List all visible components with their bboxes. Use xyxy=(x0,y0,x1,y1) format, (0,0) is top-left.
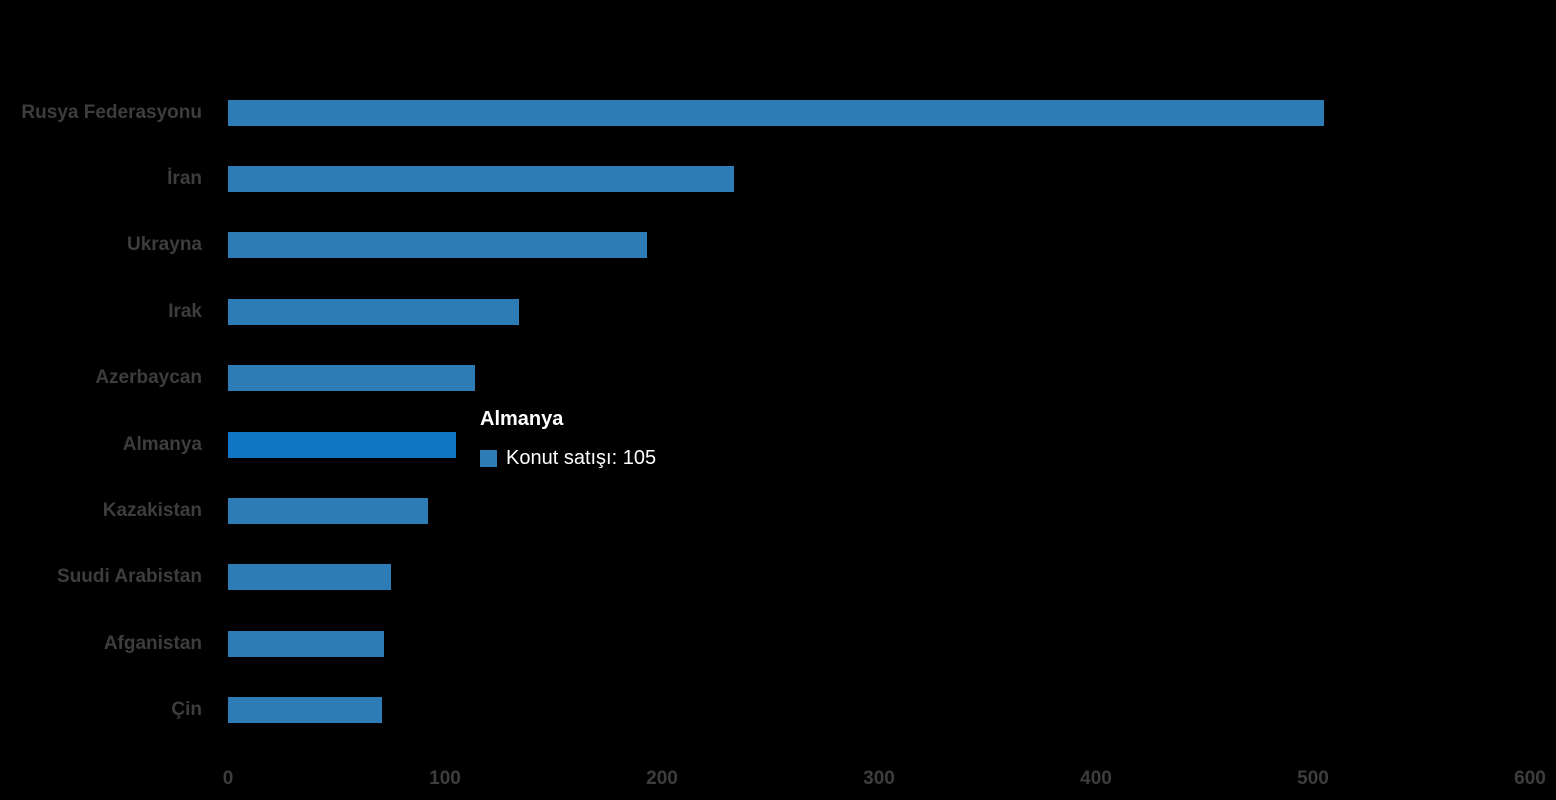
bar-irak[interactable] xyxy=(228,298,519,325)
tooltip-value-text: Konut satışı: 105 xyxy=(506,447,657,469)
tooltip: Almanya Konut satışı: 105 xyxy=(480,408,656,470)
category-label: Irak xyxy=(168,300,202,322)
category-label: Almanya xyxy=(122,433,202,455)
bar-rusya-federasyonu[interactable] xyxy=(228,99,1324,126)
x-axis-tick: 600 xyxy=(1514,768,1546,789)
x-axis-tick: 500 xyxy=(1297,768,1329,789)
category-label: Afganistan xyxy=(103,632,202,654)
tooltip-title: Almanya xyxy=(480,408,564,430)
tooltip-series-row: Konut satışı: 105 xyxy=(480,447,656,470)
category-label: Kazakistan xyxy=(102,499,202,521)
series-swatch-icon xyxy=(480,450,497,467)
bar-i̇ran[interactable] xyxy=(228,165,734,192)
x-axis-tick: 400 xyxy=(1080,768,1112,789)
bar-çin[interactable] xyxy=(228,697,383,724)
x-axis-tick: 200 xyxy=(646,768,678,789)
x-axis-tick: 100 xyxy=(429,768,461,789)
category-label: Çin xyxy=(171,699,202,721)
bar-afganistan[interactable] xyxy=(228,630,385,657)
category-label: Azerbaycan xyxy=(95,367,202,389)
bar-azerbaycan[interactable] xyxy=(228,365,476,392)
category-label: İran xyxy=(167,167,202,189)
bar-ukrayna[interactable] xyxy=(228,232,647,259)
category-label: Suudi Arabistan xyxy=(57,566,202,588)
bar-almanya[interactable] xyxy=(228,431,456,458)
category-label: Ukrayna xyxy=(127,234,202,256)
category-label: Rusya Federasyonu xyxy=(21,101,202,123)
bar-suudi-arabistan[interactable] xyxy=(228,564,391,591)
bar-kazakistan[interactable] xyxy=(228,497,428,524)
x-axis-tick: 300 xyxy=(863,768,895,789)
x-axis-tick: 0 xyxy=(222,768,234,789)
